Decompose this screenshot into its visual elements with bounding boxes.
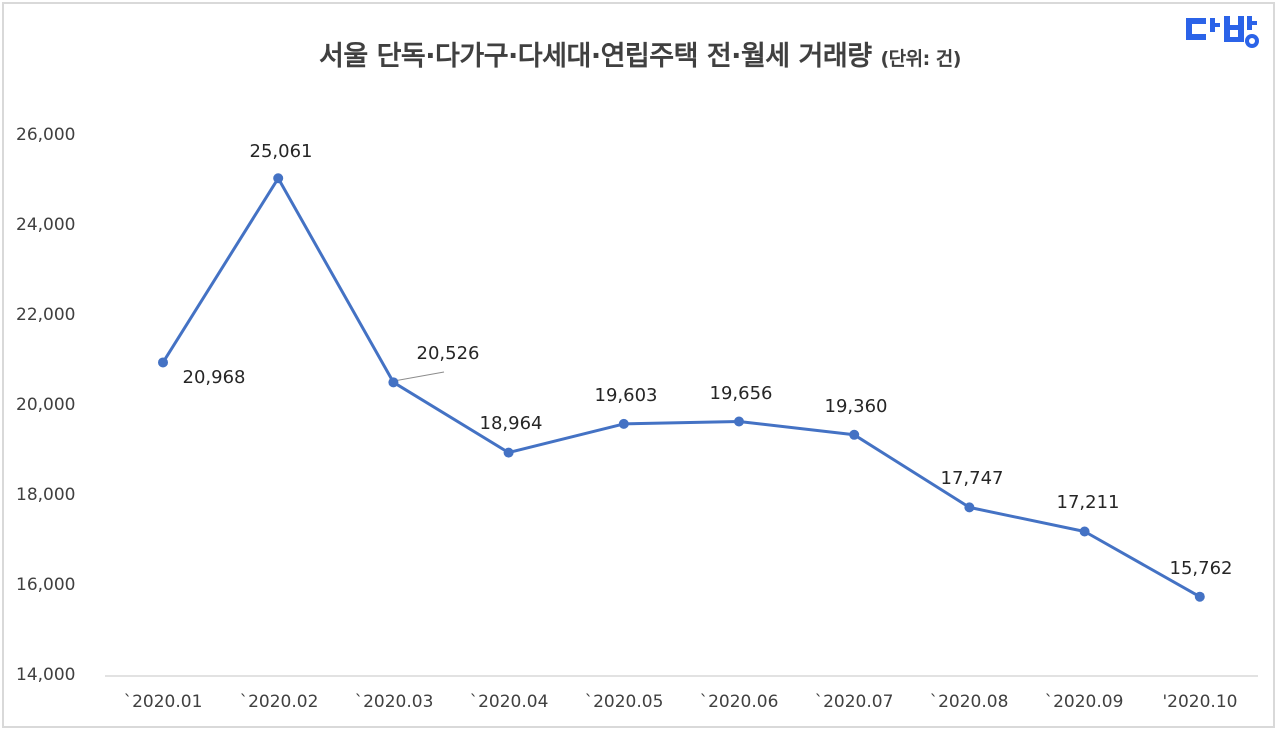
chart-title-unit: (단위: 건) <box>880 48 961 70</box>
data-point-marker <box>618 418 629 429</box>
data-point-marker <box>1079 526 1090 537</box>
dabang-logo <box>1184 8 1266 56</box>
data-label-leader-line <box>397 371 445 381</box>
x-tick-label: `2020.08 <box>929 692 1009 712</box>
x-tick-label: `2020.03 <box>354 692 434 712</box>
data-label: 19,603 <box>594 385 658 406</box>
y-tick-label: 22,000 <box>16 305 76 325</box>
x-tick-label: `2020.02 <box>239 692 319 712</box>
y-tick-label: 26,000 <box>16 125 76 145</box>
x-tick-label: `2020.01 <box>123 692 203 712</box>
data-point-marker <box>503 447 514 458</box>
y-tick-label: 18,000 <box>16 485 76 505</box>
data-point-marker <box>158 357 168 368</box>
dabang-logo-icon <box>1186 16 1259 48</box>
data-label: 17,747 <box>940 468 1004 489</box>
data-point-marker <box>1194 591 1205 602</box>
data-label: 17,211 <box>1056 492 1120 513</box>
data-label: 25,061 <box>249 141 313 162</box>
x-tick-label: `2020.09 <box>1044 692 1124 712</box>
data-point-marker <box>964 502 975 513</box>
chart-title: 서울 단독·다가구·다세대·연립주택 전·월세 거래량 (단위: 건) <box>0 34 1280 73</box>
x-tick-label: `2020.05 <box>584 692 664 712</box>
data-label: 20,526 <box>416 343 480 364</box>
data-point-marker <box>734 416 744 427</box>
chart-title-main: 서울 단독·다가구·다세대·연립주택 전·월세 거래량 <box>319 41 872 72</box>
data-label: 18,964 <box>479 413 543 434</box>
x-tick-label: '2020.10 <box>1162 692 1238 712</box>
x-tick-label: `2020.07 <box>814 692 894 712</box>
data-point-marker <box>849 429 860 440</box>
x-tick-label: `2020.06 <box>699 692 779 712</box>
data-label: 19,360 <box>824 396 888 417</box>
y-tick-label: 16,000 <box>16 575 76 595</box>
y-tick-label: 14,000 <box>16 665 76 685</box>
data-point-marker <box>388 377 399 388</box>
series-markers <box>158 173 1205 602</box>
data-label: 19,656 <box>709 383 773 404</box>
y-tick-label: 20,000 <box>16 395 76 415</box>
x-tick-label: `2020.04 <box>469 692 549 712</box>
y-tick-label: 24,000 <box>16 215 76 235</box>
data-point-marker <box>273 173 284 184</box>
data-label: 20,968 <box>182 367 246 388</box>
data-label: 15,762 <box>1169 558 1233 579</box>
series-line <box>161 176 1201 599</box>
